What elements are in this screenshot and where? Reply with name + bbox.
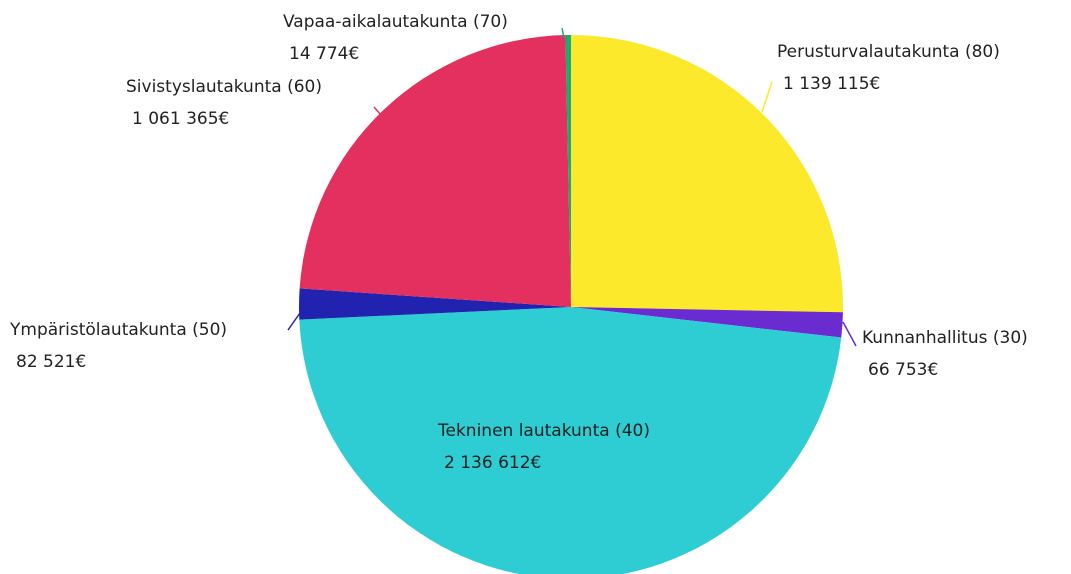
leader-line: [287, 312, 301, 331]
pie-slice: [299, 288, 571, 320]
leader-line: [561, 27, 565, 39]
value-label: 2 136 612€: [444, 453, 541, 473]
slice-label: Vapaa-aikalautakunta (70): [283, 12, 508, 32]
value-label: 66 753€: [868, 360, 938, 380]
value-label: 1 061 365€: [132, 109, 229, 129]
slice-label: Tekninen lautakunta (40): [437, 421, 650, 441]
value-label: 14 774€: [289, 44, 359, 64]
slice-label: Ympäristölautakunta (50): [9, 320, 227, 340]
leader-line: [761, 81, 773, 113]
slice-label: Sivistyslautakunta (60): [126, 77, 322, 97]
slice-label: Kunnanhallitus (30): [862, 328, 1028, 348]
slice-label: Perusturvalautakunta (80): [777, 42, 1000, 62]
value-label: 82 521€: [16, 352, 86, 372]
pie-slice: [299, 35, 571, 308]
pie-slice: [565, 35, 571, 307]
leader-line: [373, 106, 382, 116]
pie-slice: [299, 307, 842, 574]
leader-line: [842, 321, 857, 347]
pie-slice: [571, 35, 843, 313]
value-label: 1 139 115€: [783, 74, 880, 94]
pie-slice: [571, 307, 843, 338]
